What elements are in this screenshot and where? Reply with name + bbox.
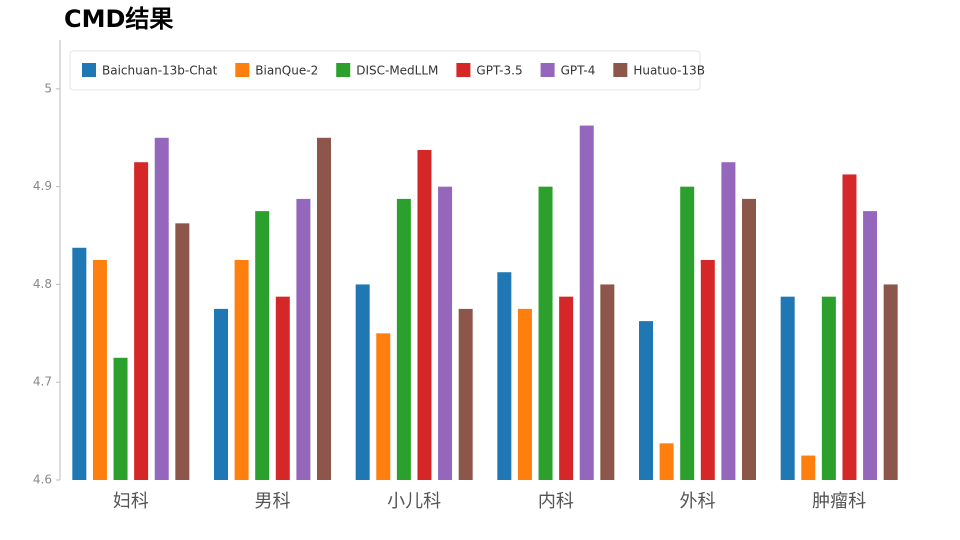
y-tick-label: 5 (44, 81, 52, 95)
legend (69, 50, 701, 91)
bar (680, 186, 695, 480)
y-tick-label: 4.9 (33, 179, 52, 193)
legend-label: GPT-4 (561, 64, 596, 78)
bar (883, 284, 898, 480)
bar (355, 284, 370, 480)
legend-label: Baichuan-13b-Chat (102, 64, 218, 78)
x-tick-label: 内科 (538, 491, 574, 512)
bar (72, 247, 87, 480)
legend-label: Huatuo-13B (633, 64, 705, 78)
bar (154, 137, 169, 480)
legend-swatch (613, 63, 628, 77)
bar (317, 137, 331, 480)
x-tick-label: 肿瘤科 (812, 491, 866, 512)
legend-swatch (336, 63, 351, 77)
bar (821, 296, 836, 480)
y-tick-label: 4.8 (33, 277, 52, 291)
bar (113, 357, 128, 480)
bar (214, 308, 228, 480)
bar (458, 308, 473, 480)
bar (801, 455, 816, 480)
bar (780, 296, 795, 480)
legend-label: BianQue-2 (255, 64, 318, 78)
y-tick-label: 4.6 (33, 473, 52, 487)
bar (134, 162, 149, 480)
legend-label: GPT-3.5 (476, 64, 522, 78)
legend-label: DISC-MedLLM (356, 64, 438, 78)
x-tick-label: 外科 (680, 491, 716, 512)
bar (639, 321, 653, 480)
x-tick-label: 妇科 (113, 491, 149, 512)
x-tick-label: 小儿科 (387, 491, 441, 512)
bar (255, 211, 270, 480)
bar (497, 272, 512, 480)
bar (579, 125, 594, 481)
bar (517, 308, 532, 480)
legend-swatch (540, 63, 555, 77)
y-tick-label: 4.7 (33, 375, 52, 389)
legend-swatch (456, 63, 471, 77)
bar (842, 174, 857, 480)
bar (296, 198, 311, 480)
bar (175, 223, 190, 481)
bar (92, 260, 107, 480)
bar (863, 211, 878, 480)
bar (417, 150, 432, 480)
bar (234, 260, 249, 480)
bar (721, 162, 736, 480)
bar (742, 198, 756, 480)
bar (659, 443, 674, 480)
bar (438, 186, 453, 480)
bar (600, 284, 615, 480)
bar (700, 260, 715, 480)
bar (559, 296, 574, 480)
legend-swatch (235, 63, 250, 77)
chart-title: CMD结果 (64, 5, 173, 33)
x-tick-label: 男科 (255, 491, 291, 512)
bar (538, 186, 553, 480)
bar (376, 333, 391, 480)
legend-swatch (82, 63, 96, 77)
bar (396, 198, 411, 480)
bar (275, 296, 290, 480)
